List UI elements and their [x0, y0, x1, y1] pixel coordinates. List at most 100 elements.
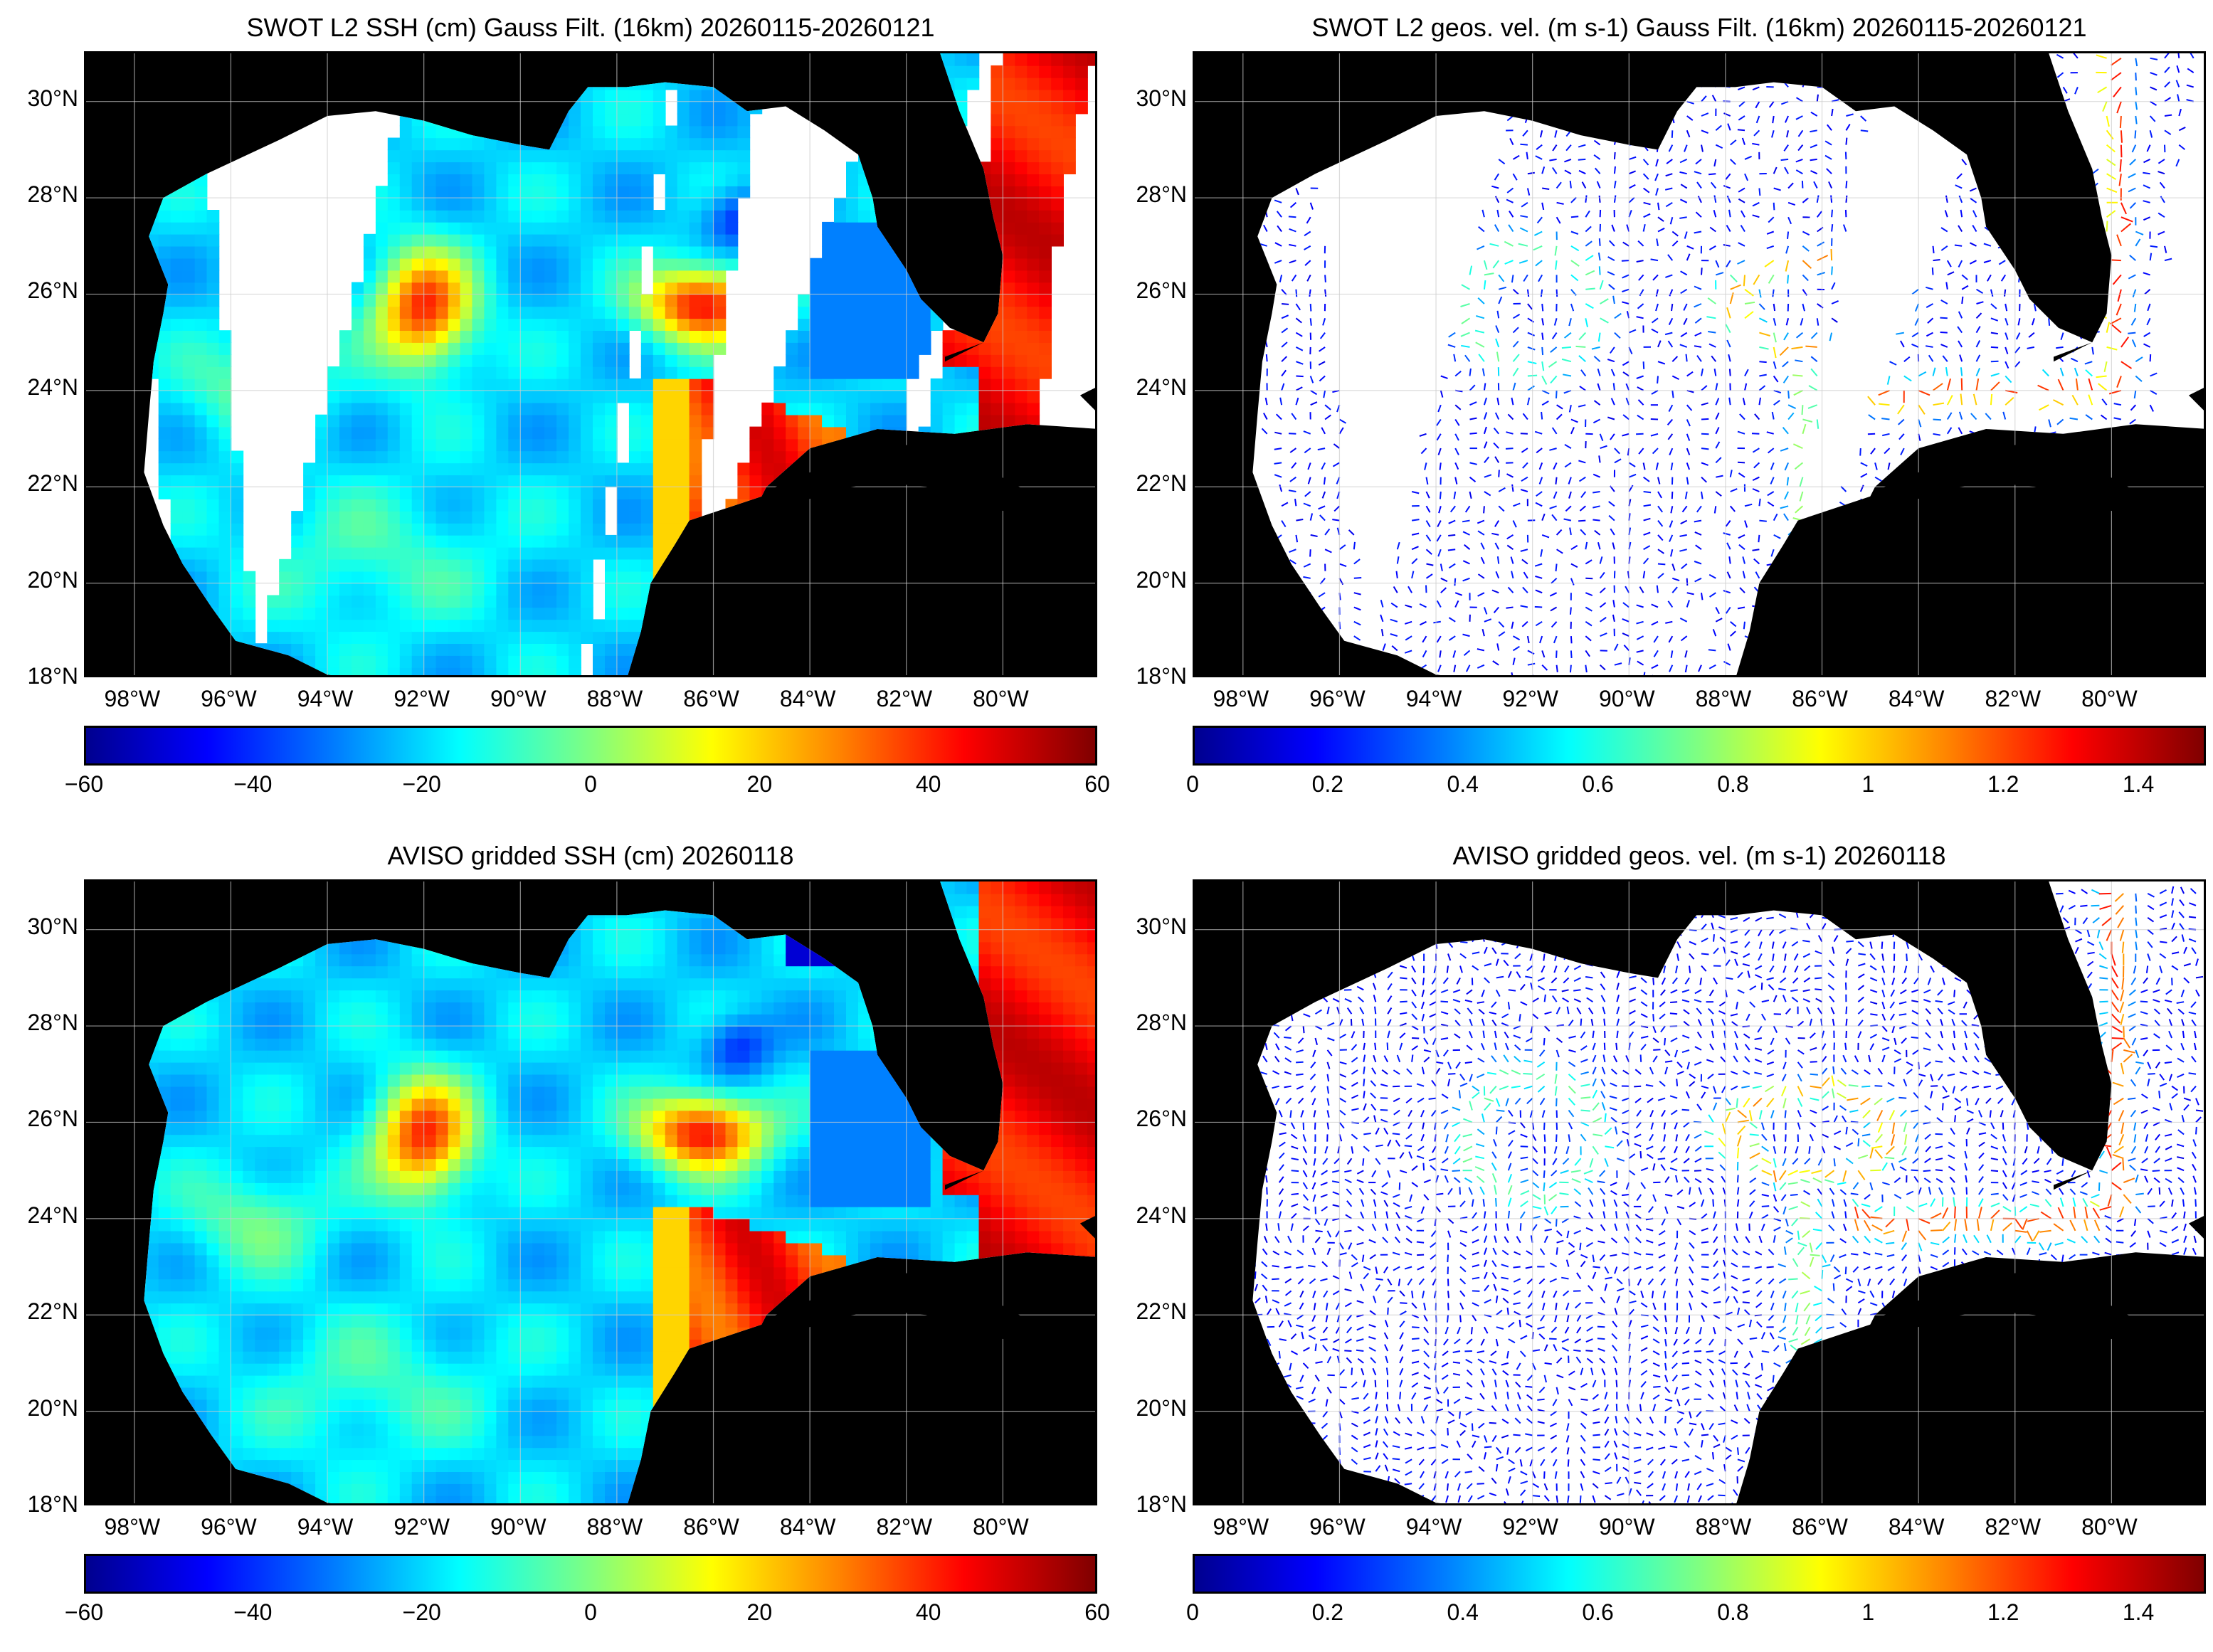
ssh-cell — [520, 546, 534, 560]
ssh-cell — [267, 619, 280, 632]
velocity-arrow — [1437, 448, 1442, 455]
ssh-cell — [882, 258, 895, 271]
ssh-cell — [640, 294, 654, 307]
ssh-cell — [472, 523, 485, 536]
velocity-arrow — [1513, 635, 1521, 641]
ssh-cell — [978, 306, 992, 319]
velocity-arrow — [1770, 549, 1775, 557]
ssh-cell — [822, 631, 835, 644]
velocity-arrow — [1599, 433, 1604, 441]
ssh-cell — [966, 306, 980, 319]
velocity-arrow — [2005, 166, 2010, 174]
ssh-cell — [435, 162, 449, 174]
velocity-arrow — [1969, 128, 1977, 132]
velocity-arrow — [1252, 209, 1254, 218]
velocity-arrow — [2005, 396, 2014, 406]
velocity-arrow — [1523, 571, 1528, 579]
ssh-cell — [846, 390, 859, 403]
ssh-cell — [472, 450, 485, 464]
velocity-arrow — [1436, 635, 1442, 643]
velocity-arrow — [1309, 664, 1316, 672]
ssh-cell — [761, 667, 775, 675]
velocity-arrow — [1614, 332, 1621, 339]
velocity-arrow — [1593, 154, 1601, 160]
ssh-cell — [411, 546, 425, 560]
ssh-cell — [894, 426, 907, 440]
velocity-arrow — [1462, 519, 1470, 523]
velocity-arrow — [1304, 144, 1311, 151]
velocity-arrow — [1741, 137, 1745, 145]
velocity-arrow — [1274, 69, 1282, 74]
ssh-cell — [556, 210, 569, 223]
velocity-arrow — [2002, 411, 2007, 420]
ssh-cell — [146, 198, 159, 211]
ssh-cell — [508, 487, 522, 499]
velocity-arrow — [1942, 355, 1948, 362]
velocity-arrow — [1419, 620, 1427, 626]
lat-tick-label: 20°N — [27, 566, 79, 593]
velocity-arrow — [2013, 577, 2020, 583]
ssh-cell — [749, 619, 763, 632]
ssh-cell — [991, 414, 1004, 428]
velocity-arrow — [1668, 144, 1674, 152]
ssh-cell — [605, 558, 618, 572]
velocity-arrow — [1594, 529, 1601, 536]
ssh-cell — [701, 53, 714, 66]
ssh-cell — [906, 221, 919, 235]
ssh-cell — [1027, 450, 1040, 464]
velocity-arrow — [1522, 462, 1528, 469]
ssh-cell — [616, 462, 630, 476]
ssh-cell — [206, 475, 220, 487]
ssh-cell — [653, 571, 666, 584]
velocity-arrow — [1469, 265, 1473, 275]
ssh-cell — [605, 318, 618, 331]
lon-tick-label: 98°W — [104, 686, 161, 711]
ssh-cell — [327, 462, 340, 476]
ssh-cell — [858, 125, 871, 139]
ssh-cell — [387, 655, 401, 668]
ssh-cell — [496, 258, 509, 271]
ssh-cell — [701, 414, 714, 428]
velocity-arrow — [1448, 635, 1456, 641]
velocity-arrow — [1655, 303, 1659, 312]
ssh-cell — [725, 101, 739, 115]
ssh-cell — [472, 342, 485, 355]
ssh-cell — [496, 487, 509, 499]
velocity-arrow — [1698, 664, 1702, 672]
ssh-cell — [978, 426, 992, 440]
velocity-arrow — [1498, 487, 1506, 492]
ssh-cell — [435, 571, 449, 584]
velocity-arrow — [1671, 303, 1674, 312]
lon-tick-label: 88°W — [586, 686, 643, 711]
velocity-arrow — [2019, 664, 2022, 673]
ssh-cell — [894, 282, 907, 295]
ssh-cell — [846, 438, 859, 452]
ssh-cell — [206, 294, 220, 307]
ssh-cell — [1003, 282, 1016, 295]
ssh-cell — [640, 667, 654, 675]
velocity-arrow — [1570, 545, 1578, 551]
ssh-cell — [194, 306, 208, 319]
ssh-cell — [906, 53, 919, 66]
ssh-cell — [930, 595, 944, 608]
ssh-cell — [834, 414, 847, 428]
ssh-cell — [460, 354, 473, 367]
velocity-arrow — [1694, 531, 1702, 536]
ssh-cell — [1003, 558, 1016, 572]
velocity-arrow — [1440, 390, 1444, 398]
velocity-arrow — [1684, 650, 1688, 658]
ssh-cell — [363, 487, 376, 499]
ssh-cell — [182, 523, 196, 536]
ssh-cell — [677, 571, 690, 584]
velocity-arrow — [1262, 53, 1268, 59]
ssh-cell — [508, 342, 522, 355]
ssh-cell — [218, 402, 232, 415]
ssh-cell — [1003, 186, 1016, 198]
ssh-cell — [954, 210, 968, 223]
ssh-cell — [1003, 125, 1016, 139]
ssh-cell — [206, 583, 220, 596]
velocity-arrow — [1520, 143, 1528, 146]
ssh-cell — [677, 210, 690, 223]
velocity-arrow — [1860, 462, 1868, 467]
ssh-cell — [966, 438, 980, 452]
